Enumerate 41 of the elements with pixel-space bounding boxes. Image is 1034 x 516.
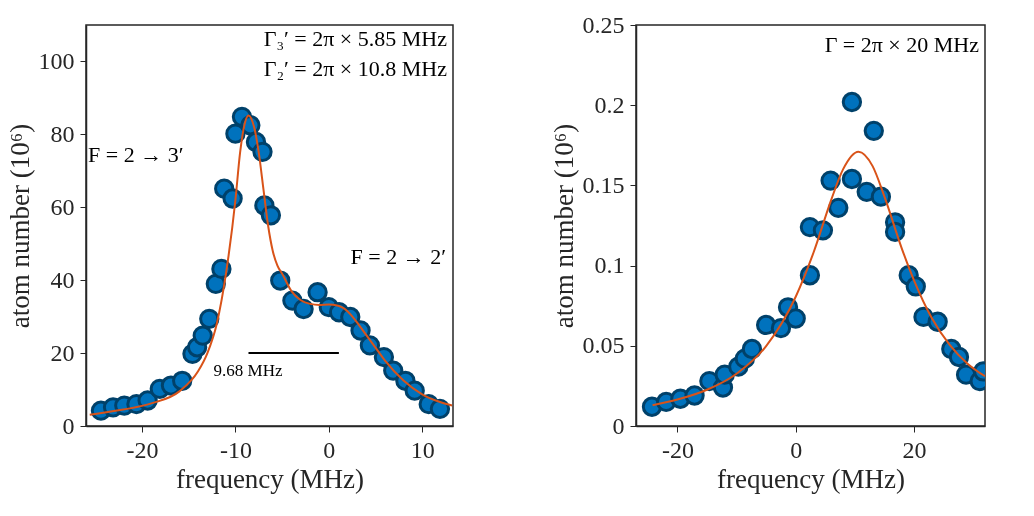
point <box>785 308 806 329</box>
annotation: F = 2 → 2′ <box>350 244 446 269</box>
y-tick-label: 100 <box>38 47 75 74</box>
point <box>741 338 763 360</box>
x-axis-title: frequency (MHz) <box>175 463 365 494</box>
annotation: Γ = 2π × 20 MHz <box>824 32 980 57</box>
point <box>863 120 884 142</box>
x-axis-title: frequency (MHz) <box>716 463 906 494</box>
x-tick-label: -20 <box>661 436 694 463</box>
y-tick-label: 0.05 <box>582 332 625 359</box>
point <box>307 282 328 303</box>
point <box>841 168 863 190</box>
point <box>820 170 841 191</box>
y-tick-label: 60 <box>50 193 75 220</box>
annotation: Γ₃′ = 2π × 5.85 MHz <box>263 26 448 51</box>
y-tick-label: 0 <box>62 412 75 439</box>
y-tick-label: 0.1 <box>594 252 625 279</box>
y-tick-label: 20 <box>50 339 75 366</box>
annotation: 9.68 MHz <box>213 361 283 380</box>
y-axis-title: atom number (10⁶) <box>548 123 579 329</box>
point <box>828 197 849 218</box>
y-tick-label: 0.2 <box>594 91 625 118</box>
y-tick-label: 40 <box>50 266 75 293</box>
x-tick-label: 0 <box>790 436 803 463</box>
x-tick-label: 20 <box>902 436 927 463</box>
point <box>841 91 863 113</box>
x-tick-label: -10 <box>219 436 252 463</box>
point <box>429 398 451 420</box>
y-tick-label: 0.25 <box>582 11 625 38</box>
y-tick-label: 80 <box>50 120 75 147</box>
x-tick-label: 0 <box>323 436 336 463</box>
x-tick-label: 10 <box>410 436 435 463</box>
x-tick-label: -20 <box>126 436 159 463</box>
annotation: Γ₂′ = 2π × 10.8 MHz <box>263 56 448 81</box>
annotation: F = 2 → 3′ <box>88 142 184 167</box>
y-tick-label: 0.15 <box>582 171 625 198</box>
y-tick-label: 0 <box>612 412 625 439</box>
y-axis-title: atom number (10⁶) <box>4 123 35 329</box>
point <box>192 325 213 346</box>
point <box>199 308 220 329</box>
point <box>293 298 314 320</box>
